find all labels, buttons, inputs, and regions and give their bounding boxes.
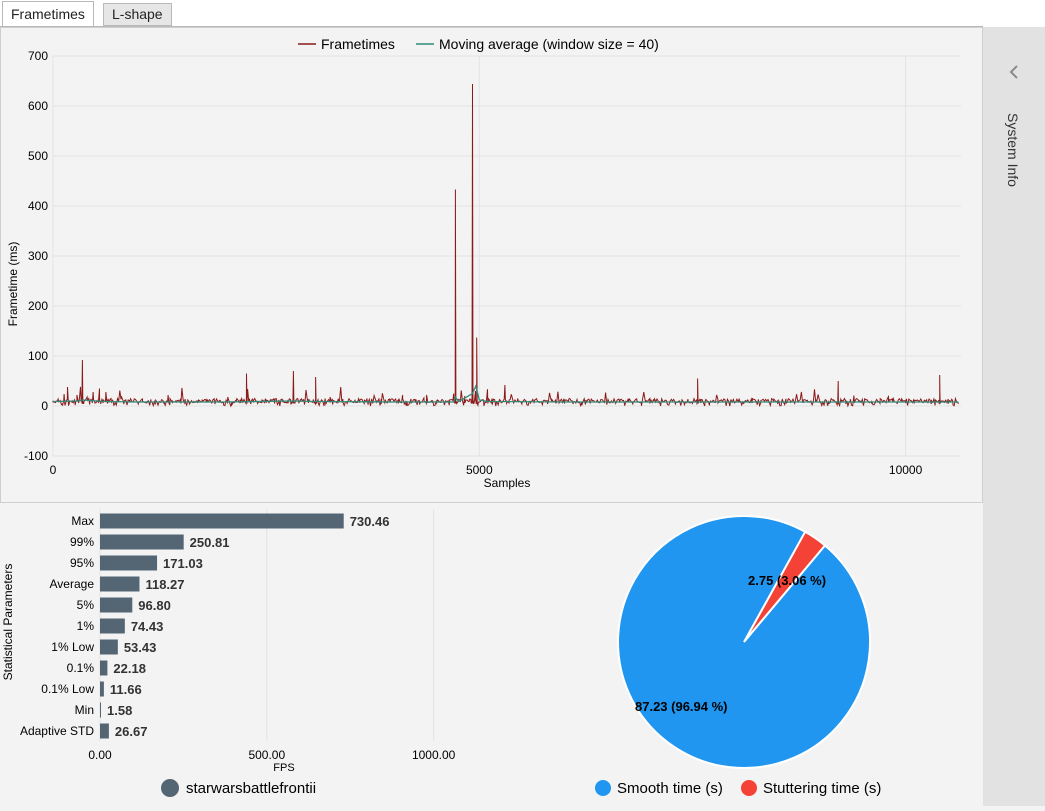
frametime-y-ticks: 700 600 500 400 300 200 100 0 -100 [24,49,48,463]
bar-x-ticks: 0.00 500.00 1000.00 [88,748,455,762]
stat-bar [100,639,118,655]
stat-bar [100,534,184,550]
system-info-toggle[interactable]: System Info [1005,113,1021,187]
bar-series: Max 730.46 99% 250.81 95% 171.03 Average 118.27… [20,513,390,739]
x-tick-label: 0 [50,463,57,477]
bar-value-label: 730.46 [350,514,390,529]
y-tick-label: 600 [28,99,48,113]
bar-value-label: 118.27 [145,577,184,592]
legend-smooth-swatch [595,780,611,796]
x-tick-label: 10000 [889,463,923,477]
y-tick-label: 0 [41,399,48,413]
bar-x-axis-label: FPS [273,762,294,774]
bar-value-label: 22.18 [113,661,146,676]
bar-value-label: 74.43 [131,619,164,634]
tab-frametimes[interactable]: Frametimes [2,1,94,27]
bar-value-label: 11.66 [110,682,142,697]
bar-category-label: Min [75,703,94,717]
bar-value-label: 26.67 [115,724,148,739]
y-tick-label: -100 [24,449,48,463]
legend-stutter-swatch [741,780,757,796]
smooth-stutter-pie-chart: 2.75 (3.06 %) 87.23 (96.94 %) Smooth time… [595,515,881,797]
bar-category-label: 0.1% Low [41,682,94,696]
pie-label-smooth: 87.23 (96.94 %) [635,699,728,714]
bar-x-tick-label: 500.00 [248,748,285,762]
bar-category-label: Max [71,514,94,528]
y-tick-label: 200 [28,299,48,313]
y-tick-label: 500 [28,149,48,163]
legend-game-swatch [161,779,179,797]
tab-divider [0,26,983,27]
legend-frametimes[interactable]: Frametimes [321,36,395,52]
bar-value-label: 171.03 [163,556,203,571]
legend-stuttering-time[interactable]: Stuttering time (s) [763,780,881,797]
frametime-chart-panel: 700 600 500 400 300 200 100 0 -100 0 5000 10000 Fr… [0,27,983,503]
bar-x-tick-label: 1000.00 [412,748,456,762]
stat-bar [100,660,108,676]
bar-value-label: 96.80 [138,598,171,613]
bar-category-label: 0.1% [67,661,95,675]
bar-x-tick-label: 0.00 [88,748,112,762]
frametime-y-axis-label: Frametime (ms) [6,242,20,327]
pie-labels: 2.75 (3.06 %) 87.23 (96.94 %) [635,573,826,714]
system-info-sidebar [983,27,1045,806]
stat-bar [100,597,133,613]
chevron-left-icon[interactable] [1005,60,1023,84]
frametime-legend: Frametimes Moving average (window size =… [298,36,659,52]
bar-value-label: 53.43 [124,640,157,655]
stat-bar [100,576,140,592]
pie-slices [617,515,872,769]
bar-category-label: Adaptive STD [20,724,94,738]
y-tick-label: 300 [28,249,48,263]
stat-bar [100,702,101,718]
bar-category-label: 1% Low [51,640,94,654]
stat-bar [100,618,125,634]
bar-value-label: 1.58 [107,703,132,718]
tab-bar: Frametimes L-shape [0,0,1045,27]
pie-slice-smooth [617,515,872,769]
bar-category-label: 5% [77,598,95,612]
bar-category-label: 99% [70,535,94,549]
bar-category-label: Average [50,577,95,591]
stat-bar [100,513,344,529]
y-tick-label: 700 [28,49,48,63]
stat-bar [100,555,158,571]
legend-moving-average[interactable]: Moving average (window size = 40) [439,36,659,52]
bar-value-label: 250.81 [190,535,230,550]
stat-bar [100,681,104,697]
legend-game[interactable]: starwarsbattlefrontii [186,780,316,797]
y-tick-label: 100 [28,349,48,363]
legend-smooth-time[interactable]: Smooth time (s) [617,780,723,797]
tab-l-shape[interactable]: L-shape [103,3,172,26]
frametime-x-axis-label: Samples [484,476,531,490]
statistics-panel: Max 730.46 99% 250.81 95% 171.03 Average 118.27… [0,503,983,806]
y-tick-label: 400 [28,199,48,213]
pie-label-stuttering: 2.75 (3.06 %) [748,573,826,588]
bar-y-axis-label: Statistical Parameters [1,564,15,681]
fps-bar-chart: Max 730.46 99% 250.81 95% 171.03 Average 118.27… [1,509,456,797]
frametime-x-ticks: 0 5000 10000 [50,463,923,477]
stat-bar [100,723,109,739]
bar-category-label: 1% [77,619,95,633]
frametime-series [52,83,959,408]
frametime-gridlines [52,55,961,457]
x-tick-label: 5000 [466,463,493,477]
moving-average-line [52,384,959,403]
bar-category-label: 95% [70,556,94,570]
